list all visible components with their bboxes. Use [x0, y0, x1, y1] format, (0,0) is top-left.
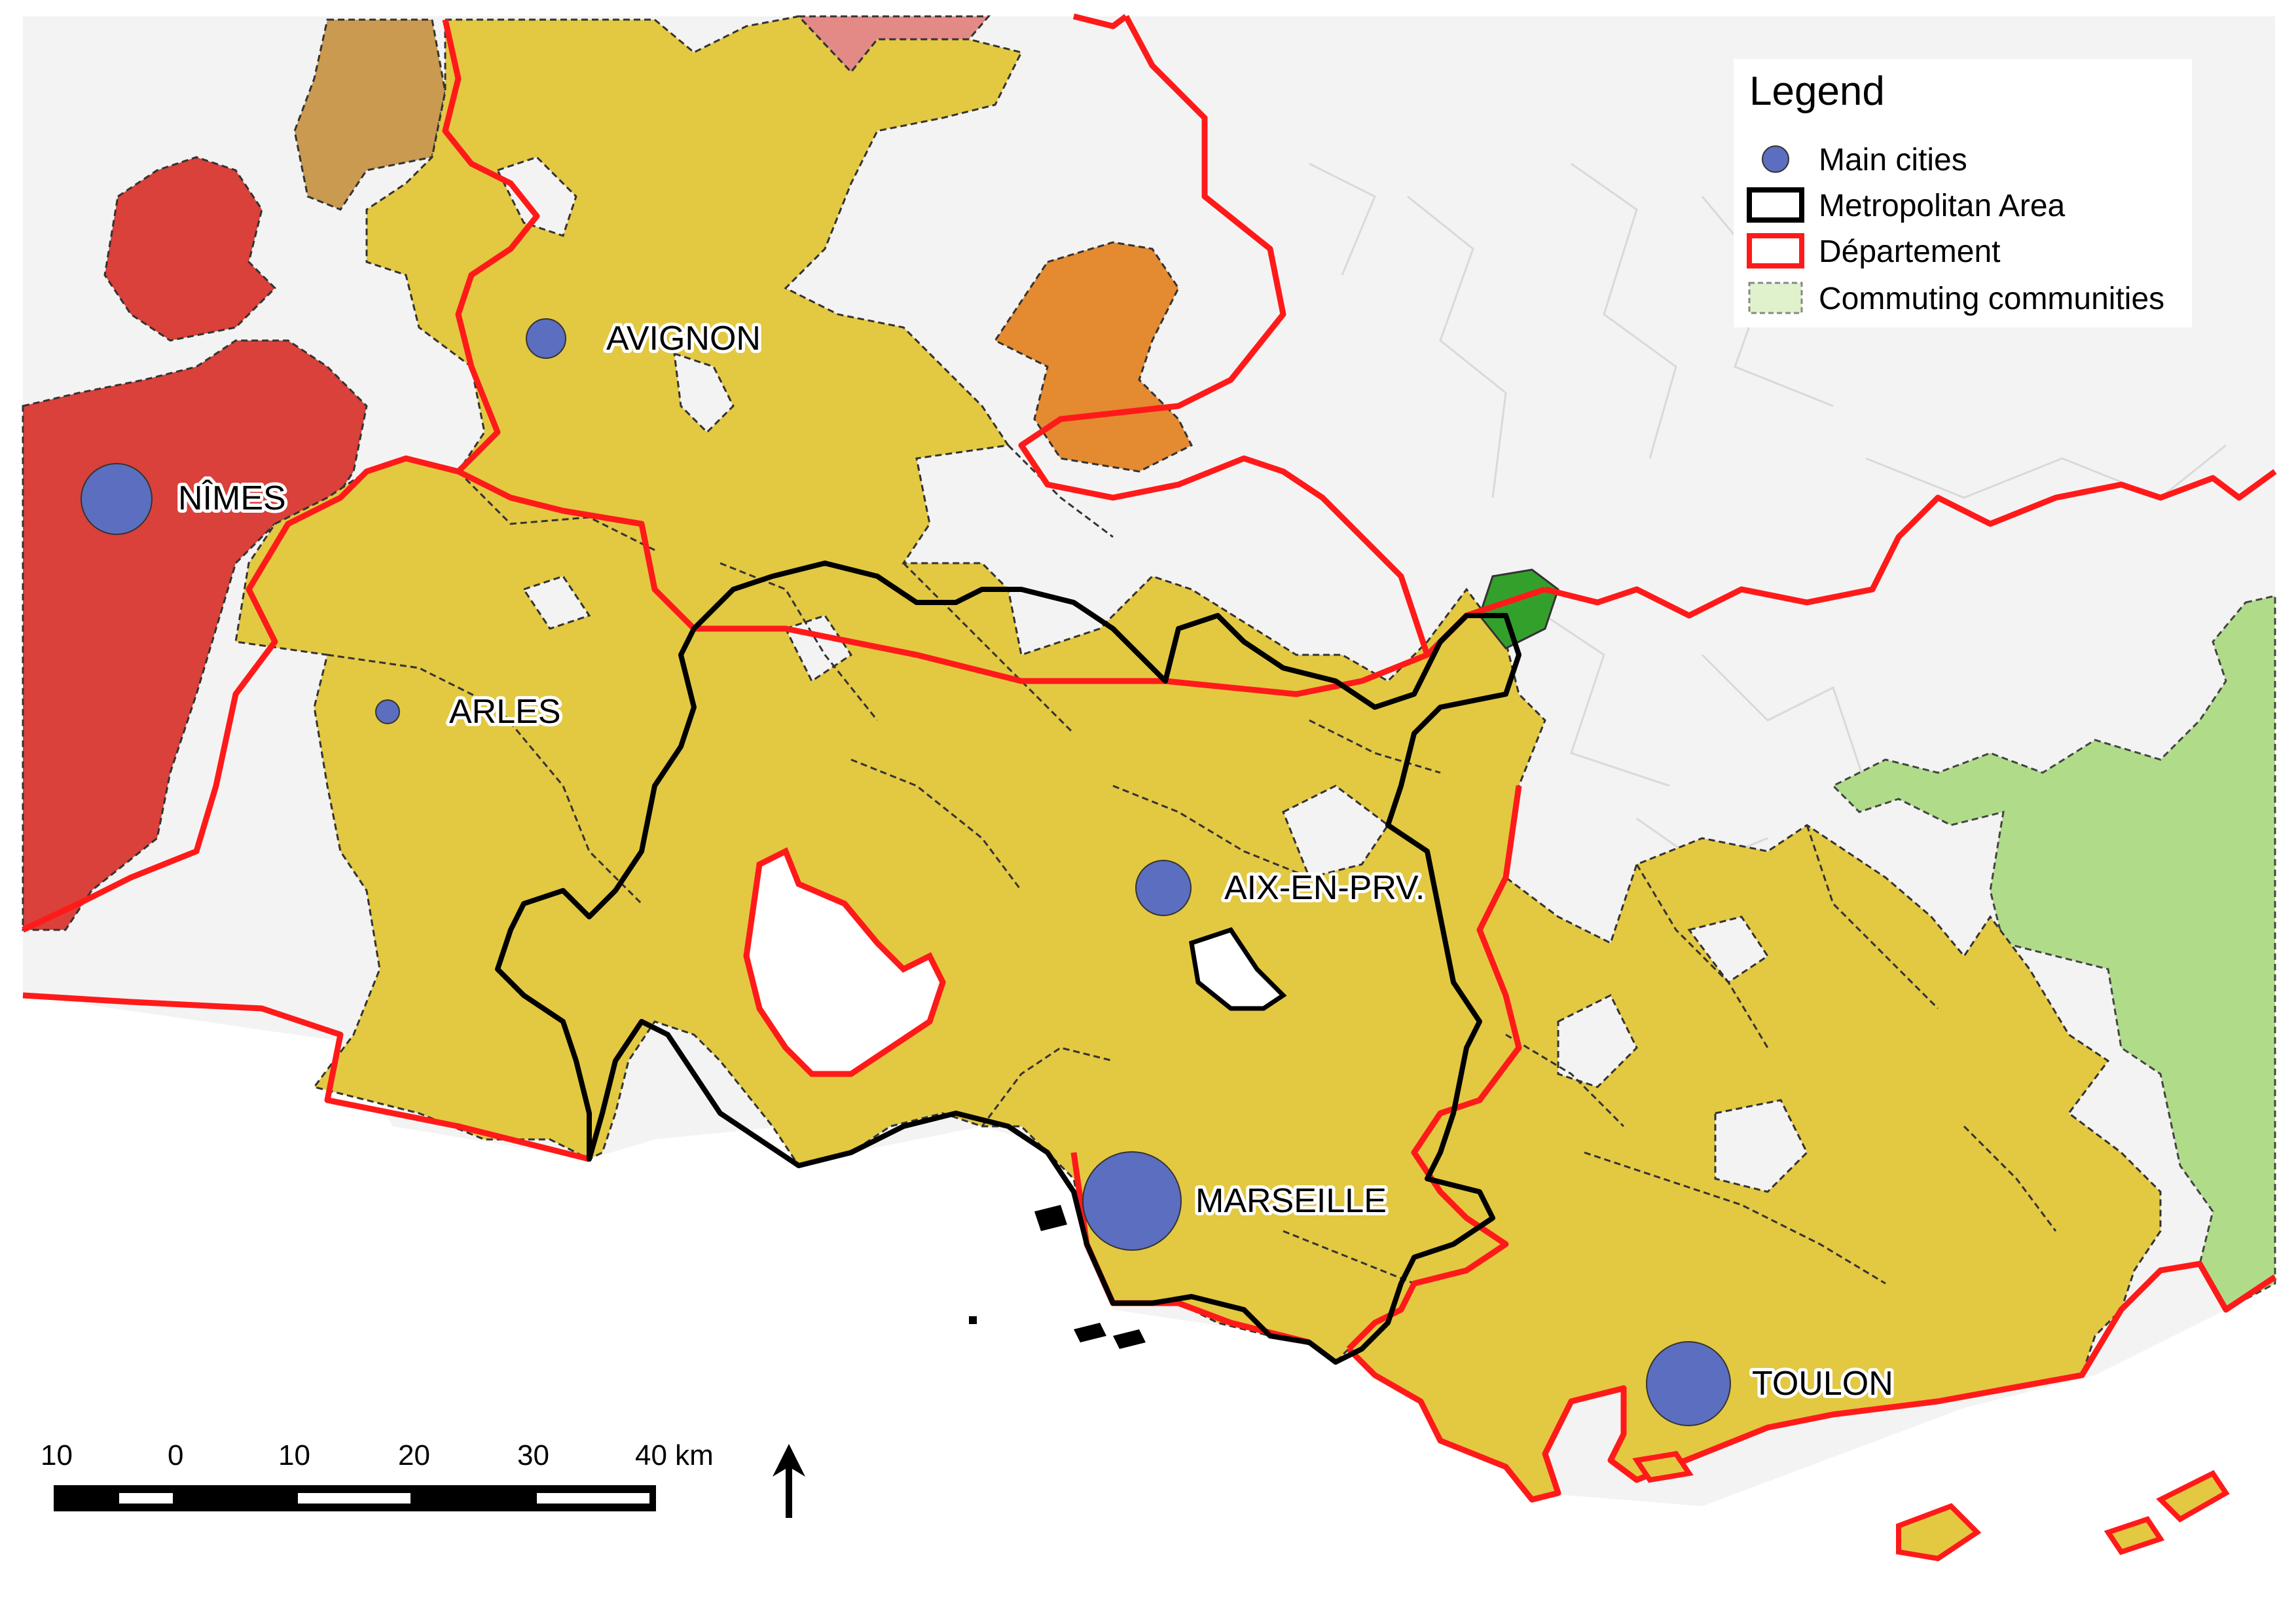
- city-nimes: NÎMES: [81, 463, 289, 535]
- legend: Legend Main cities Metropolitan Area Dép…: [1734, 59, 2192, 327]
- scale-bar: 10 0 10 20 30 40 km: [41, 1439, 714, 1511]
- scale-tick-label: 30: [517, 1439, 549, 1471]
- legend-item-label: Commuting communities: [1819, 282, 2164, 316]
- scale-bar-white-segment: [298, 1493, 410, 1504]
- city-avignon: AVIGNON: [526, 316, 764, 361]
- commuting-communities-area: [1831, 595, 2276, 1312]
- city-label: AVIGNON: [606, 320, 761, 358]
- city-label: TOULON: [1752, 1365, 1893, 1403]
- city-arles: ARLES: [375, 690, 564, 734]
- city-marker: [1135, 860, 1192, 916]
- etang-de-berre: [743, 847, 946, 1077]
- city-marker: [81, 463, 153, 535]
- city-label: MARSEILLE: [1195, 1182, 1387, 1220]
- islands: [1632, 1450, 2230, 1562]
- scale-tick-label: 10: [41, 1439, 73, 1471]
- circle-icon: [1762, 145, 1789, 173]
- city-marker: [1082, 1151, 1182, 1251]
- inner-lake: [1189, 927, 1287, 1011]
- legend-box: [1734, 59, 2192, 327]
- brown-area: [293, 18, 446, 211]
- scale-tick-label: 40 km: [635, 1439, 714, 1471]
- non-member-enclaves: [496, 156, 1808, 1193]
- scale-tick-label: 0: [168, 1439, 183, 1471]
- legend-item-label: Metropolitan Area: [1819, 189, 2066, 223]
- scale-tick-label: 10: [278, 1439, 310, 1471]
- legend-item-departement: Département: [1747, 233, 2000, 269]
- marseille-islands: [969, 1205, 1146, 1349]
- legend-item-label: Département: [1819, 234, 2000, 269]
- city-marker: [1646, 1341, 1731, 1426]
- black-outline-box-icon: [1747, 187, 1804, 223]
- city-marker: [375, 699, 400, 724]
- city-label: ARLES: [449, 693, 561, 731]
- dashed-green-box-icon: [1748, 282, 1803, 314]
- sea: [23, 995, 2275, 1588]
- scale-tick-label: 20: [398, 1439, 430, 1471]
- scale-bar-white-segment: [119, 1493, 173, 1504]
- orange-area: [993, 241, 1194, 473]
- legend-item-metropolitan-area: Metropolitan Area: [1747, 187, 2066, 223]
- city-aix: AIX-EN-PRV.: [1135, 860, 1428, 916]
- city-label: AIX-EN-PRV.: [1224, 869, 1425, 907]
- commune-boundaries: [327, 444, 2057, 1285]
- metropolitan-area-border: [495, 561, 1522, 1365]
- city-marker: [526, 318, 566, 359]
- city-toulon: TOULON: [1646, 1341, 1897, 1426]
- legend-title: Legend: [1749, 69, 1885, 114]
- north-arrow-icon: [773, 1444, 805, 1518]
- city-marseille: MARSEILLE: [1082, 1151, 1390, 1251]
- nimes-north-cluster: [103, 156, 277, 342]
- city-label: NÎMES: [178, 479, 286, 517]
- scale-bar-white-segment: [537, 1493, 649, 1504]
- red-outline-box-icon: [1747, 233, 1804, 268]
- legend-item-label: Main cities: [1819, 143, 1967, 177]
- legend-item-main-cities: Main cities: [1762, 143, 1967, 177]
- legend-item-commuting-communities: Commuting communities: [1748, 282, 2164, 316]
